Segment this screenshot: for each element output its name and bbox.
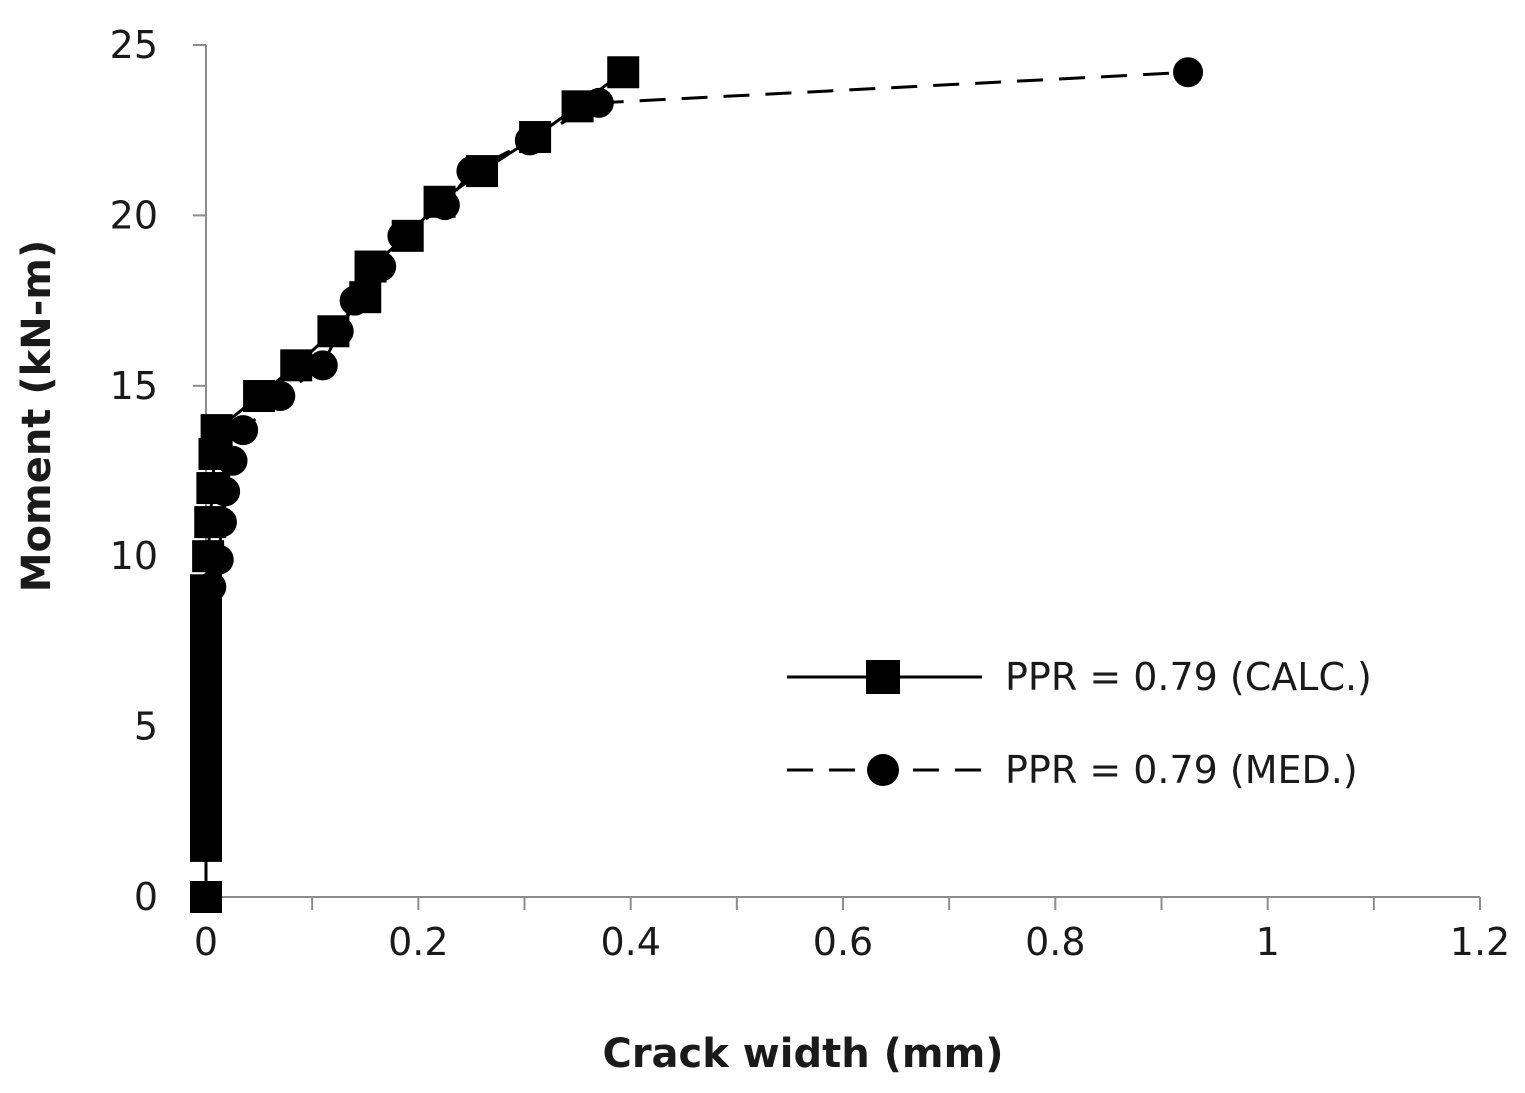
x-tick-label: 0.8 — [1025, 920, 1085, 964]
data-point-square — [196, 472, 229, 505]
y-axis-title: Moment (kN-m) — [14, 240, 60, 593]
data-point-square — [466, 155, 499, 188]
y-tick-label: 15 — [110, 364, 158, 408]
legend-item: PPR = 0.79 (CALC.) — [787, 655, 1372, 699]
x-tick-label: 0.6 — [813, 920, 873, 964]
y-tick-label: 10 — [110, 534, 158, 578]
data-point-square — [423, 185, 456, 218]
data-point-circle — [228, 415, 259, 446]
data-point-square — [190, 574, 222, 607]
y-tick-label: 20 — [110, 193, 158, 237]
data-point-square — [349, 281, 382, 314]
data-point-circle — [1173, 57, 1204, 88]
legend: PPR = 0.79 (CALC.) PPR = 0.79 (MED.) — [787, 655, 1372, 792]
x-tick-label: 1.2 — [1450, 920, 1510, 964]
data-point-square — [190, 881, 222, 913]
legend-square-marker — [866, 660, 900, 694]
data-point-square — [519, 121, 552, 154]
series-line — [204, 71, 625, 897]
y-tick-label: 25 — [110, 23, 158, 67]
series-layer — [190, 56, 1204, 913]
data-point-square — [194, 506, 227, 539]
legend-label: PPR = 0.79 (CALC.) — [1005, 655, 1372, 699]
legend-item: PPR = 0.79 (MED.) — [787, 748, 1358, 792]
data-point-square — [192, 540, 225, 573]
data-point-square — [391, 219, 424, 252]
y-tick-label: 0 — [134, 875, 158, 919]
x-tick-label: 1 — [1256, 920, 1280, 964]
x-axis-title: Crack width (mm) — [602, 1031, 1003, 1077]
data-point-square — [317, 315, 350, 348]
tick-labels: 0 0.2 0.4 0.6 0.8 1 1.2 0 5 10 15 20 25 — [110, 23, 1511, 964]
data-point-square — [354, 250, 387, 283]
data-point-square — [561, 90, 594, 123]
legend-label: PPR = 0.79 (MED.) — [1005, 748, 1358, 792]
y-tick-label: 5 — [134, 705, 158, 749]
x-tick-label: 0.4 — [600, 920, 660, 964]
x-tick-label: 0 — [194, 920, 218, 964]
data-point-circle — [307, 350, 338, 381]
x-tick-label: 0.2 — [388, 920, 448, 964]
data-point-square — [607, 56, 640, 89]
legend-circle-marker — [867, 754, 899, 786]
series-calc — [190, 56, 640, 913]
data-point-square — [280, 349, 313, 382]
data-point-square — [243, 380, 276, 413]
data-point-square — [200, 414, 233, 447]
